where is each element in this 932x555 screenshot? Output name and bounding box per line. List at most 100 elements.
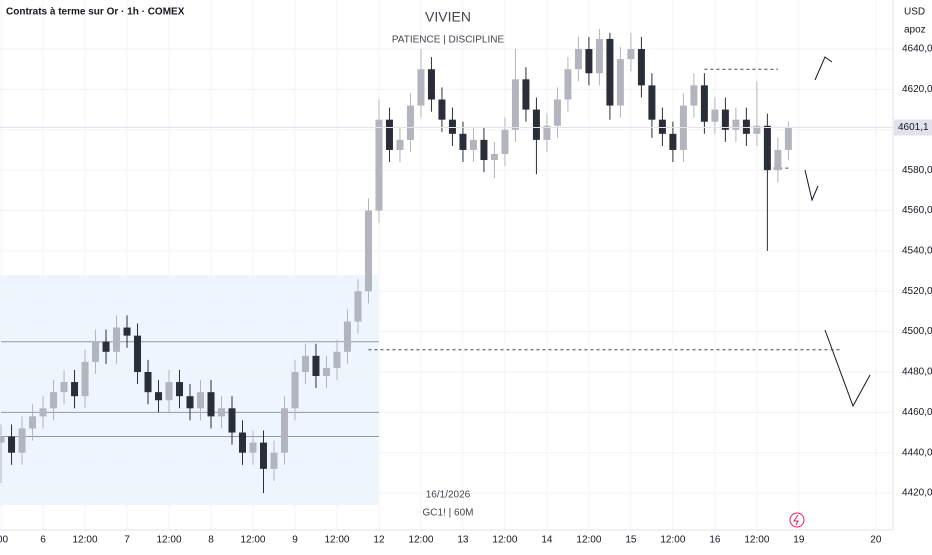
candle-body xyxy=(385,119,393,150)
candle-body xyxy=(155,392,163,401)
candle-body xyxy=(700,85,708,122)
candle-body xyxy=(29,416,37,429)
candle-body xyxy=(637,49,645,86)
y-tick-label: 4620,0 xyxy=(902,84,932,95)
symbol-label: GC1! | 60M xyxy=(423,508,474,519)
candle-body xyxy=(333,351,341,368)
candle-body xyxy=(312,355,320,377)
candle-body xyxy=(417,69,425,106)
candle-body xyxy=(197,392,205,409)
chart-title: Contrats à terme sur Or · 1h · COMEX xyxy=(6,7,185,18)
candle-body xyxy=(574,49,582,70)
candle-body xyxy=(270,452,278,469)
candle-body xyxy=(553,99,561,126)
x-tick-label: 6 xyxy=(40,535,46,546)
x-tick-label: 12:00 xyxy=(324,535,349,546)
candle-body xyxy=(18,428,26,453)
alert-circle[interactable] xyxy=(789,512,805,528)
x-tick-label: 14 xyxy=(541,535,553,546)
candle-body xyxy=(50,392,58,409)
candle-body xyxy=(259,442,267,469)
x-tick-label: :00 xyxy=(0,535,8,546)
candle-body xyxy=(490,153,498,161)
candle-body xyxy=(186,396,194,409)
candle-body xyxy=(459,133,467,150)
candle-body xyxy=(585,49,593,74)
candle-body xyxy=(280,408,288,453)
x-tick-label: 12:00 xyxy=(576,535,601,546)
x-tick-label: 7 xyxy=(124,535,130,546)
candle-body xyxy=(92,341,100,362)
candle-body xyxy=(165,382,173,401)
last-price-label: 4601,1 xyxy=(898,122,929,133)
candle-body xyxy=(763,125,771,171)
y-tick-label: 4520,0 xyxy=(902,286,932,297)
currency: USD xyxy=(904,7,925,18)
profile-zone xyxy=(0,275,378,505)
candle-body xyxy=(511,79,519,130)
y-tick-label: 4580,0 xyxy=(902,165,932,176)
date-label: 16/1/2026 xyxy=(426,490,471,501)
x-tick-label: 13 xyxy=(457,535,469,546)
candle-body xyxy=(0,436,5,443)
alert-bolt[interactable] xyxy=(793,514,799,526)
candle-body xyxy=(123,327,131,336)
candle-body xyxy=(39,408,47,417)
y-tick-label: 4560,0 xyxy=(902,205,932,216)
candle-body xyxy=(396,139,404,150)
candle-body xyxy=(711,109,719,122)
candle-body xyxy=(721,109,729,130)
x-tick-label: 12:00 xyxy=(240,535,265,546)
candle-body xyxy=(522,79,530,110)
y-tick-label: 4440,0 xyxy=(902,447,932,458)
candle-body xyxy=(427,69,435,100)
x-tick-label: 12:00 xyxy=(492,535,517,546)
candle-body xyxy=(375,119,383,211)
x-tick-label: 15 xyxy=(625,535,637,546)
y-tick-label: 4640,0 xyxy=(902,44,932,55)
candle-body xyxy=(144,371,152,393)
candle-body xyxy=(469,139,477,150)
last-price-box xyxy=(894,119,932,136)
arrow xyxy=(804,169,819,202)
y-tick-label: 4460,0 xyxy=(902,407,932,418)
x-tick-label: 16 xyxy=(709,535,721,546)
x-tick-label: 12 xyxy=(373,535,385,546)
candle-body xyxy=(690,85,698,106)
candle-body xyxy=(732,119,740,130)
candle-body xyxy=(81,361,89,397)
candle-body xyxy=(532,109,540,140)
candle-body xyxy=(669,133,677,150)
candle-body xyxy=(753,125,761,134)
candle-body xyxy=(134,335,142,372)
arrows xyxy=(804,56,871,408)
candle-body xyxy=(784,127,792,150)
candle-body xyxy=(249,442,257,453)
candle-body xyxy=(60,382,68,393)
y-tick-label: 4500,0 xyxy=(902,326,932,337)
candle-body xyxy=(774,149,782,171)
candle-body xyxy=(501,129,509,154)
candle-body xyxy=(595,38,603,74)
candle-body xyxy=(343,321,351,352)
candle-body xyxy=(354,291,362,322)
x-tick-label: 20 xyxy=(870,535,882,546)
candle-body xyxy=(228,408,236,433)
candle-body xyxy=(207,392,215,417)
account: apoz xyxy=(904,25,926,36)
x-tick-label: 9 xyxy=(292,535,298,546)
alert-icon[interactable] xyxy=(789,512,805,528)
candle-body xyxy=(658,119,666,134)
candle-body xyxy=(627,49,635,60)
x-tick-label: 12:00 xyxy=(660,535,685,546)
candle-body xyxy=(648,85,656,120)
candle-body xyxy=(438,99,446,120)
subtitle: PATIENCE | DISCIPLINE xyxy=(392,35,505,46)
x-tick-label: 12:00 xyxy=(744,535,769,546)
candle-body xyxy=(176,382,184,397)
arrow xyxy=(824,329,871,408)
y-tick-label: 4540,0 xyxy=(902,246,932,257)
candle-body xyxy=(543,125,551,140)
candle-body xyxy=(606,38,614,106)
